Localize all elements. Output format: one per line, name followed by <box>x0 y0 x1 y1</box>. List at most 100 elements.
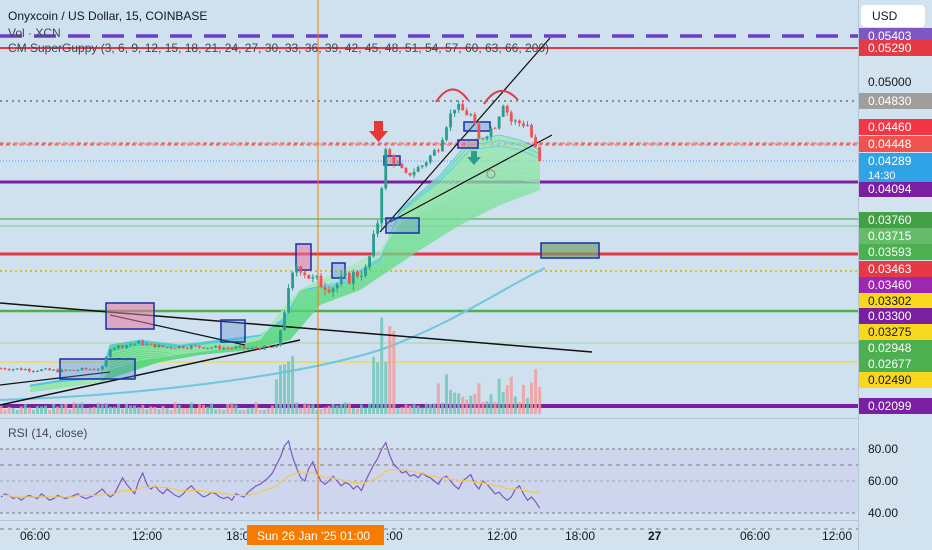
candle-body[interactable] <box>68 369 72 371</box>
candle-body[interactable] <box>275 345 278 348</box>
candle-body[interactable] <box>368 256 371 268</box>
candle-body[interactable] <box>206 347 209 349</box>
candle-body[interactable] <box>64 369 68 371</box>
zone-box-3[interactable] <box>220 319 246 343</box>
candle-body[interactable] <box>530 125 533 138</box>
zone-box-1[interactable] <box>59 358 136 380</box>
candle-body[interactable] <box>311 277 315 279</box>
candle-body[interactable] <box>202 347 205 349</box>
candle-body[interactable] <box>473 114 477 124</box>
candle-body[interactable] <box>412 171 416 176</box>
candle-body[interactable] <box>121 345 124 348</box>
zone-box-2[interactable] <box>105 302 155 330</box>
candle-body[interactable] <box>384 149 388 189</box>
candle-body[interactable] <box>173 347 177 349</box>
trendline-support-0[interactable] <box>0 371 111 386</box>
candle-body[interactable] <box>327 289 331 293</box>
candle-body[interactable] <box>254 347 258 349</box>
candle-body[interactable] <box>108 349 112 357</box>
candle-body[interactable] <box>226 347 230 349</box>
candle-body[interactable] <box>376 223 380 234</box>
candle-body[interactable] <box>331 288 335 293</box>
candle-body[interactable] <box>161 345 165 348</box>
candle-body[interactable] <box>295 266 299 273</box>
candle-body[interactable] <box>457 104 461 110</box>
candle-body[interactable] <box>513 120 517 122</box>
zone-box-5[interactable] <box>331 262 346 279</box>
candle-body[interactable] <box>307 274 311 279</box>
candle-body[interactable] <box>526 125 529 127</box>
candle-body[interactable] <box>169 347 173 349</box>
candle-body[interactable] <box>36 370 39 372</box>
candle-body[interactable] <box>380 188 384 224</box>
candle-body[interactable] <box>165 347 169 349</box>
candle-body[interactable] <box>60 369 64 373</box>
candle-body[interactable] <box>72 369 76 371</box>
candle-body[interactable] <box>84 367 88 370</box>
candle-body[interactable] <box>291 272 294 289</box>
candle-body[interactable] <box>141 340 145 345</box>
candle-body[interactable] <box>518 120 521 124</box>
candle-body[interactable] <box>76 370 80 372</box>
candle-body[interactable] <box>189 345 193 349</box>
candle-body[interactable] <box>461 104 465 111</box>
candle-body[interactable] <box>133 343 137 345</box>
candle-body[interactable] <box>420 165 424 168</box>
candle-body[interactable] <box>27 369 31 372</box>
candle-body[interactable] <box>522 123 525 127</box>
currency-button[interactable]: USD <box>861 5 925 27</box>
candle-body[interactable] <box>319 275 323 288</box>
candle-body[interactable] <box>279 330 282 346</box>
candle-body[interactable] <box>343 272 347 276</box>
candle-body[interactable] <box>137 340 141 344</box>
candle-body[interactable] <box>485 136 489 139</box>
candle-body[interactable] <box>299 266 303 273</box>
candle-body[interactable] <box>469 114 473 116</box>
candle-body[interactable] <box>185 347 189 349</box>
zone-box-target[interactable] <box>540 242 600 259</box>
candle-body[interactable] <box>408 172 412 176</box>
candle-body[interactable] <box>287 288 290 313</box>
candle-body[interactable] <box>437 150 440 152</box>
trendline-channel-lower[interactable] <box>389 134 553 223</box>
candle-body[interactable] <box>497 116 501 129</box>
zone-box-4[interactable] <box>295 243 312 271</box>
candle-body[interactable] <box>303 272 307 275</box>
rsi-line[interactable] <box>0 439 541 509</box>
candle-body[interactable] <box>3 368 7 370</box>
candle-body[interactable] <box>246 348 250 350</box>
candle-body[interactable] <box>157 345 161 348</box>
candle-body[interactable] <box>0 368 3 370</box>
candle-body[interactable] <box>153 343 157 348</box>
trendline-support-1[interactable] <box>0 339 301 406</box>
trendline-resistance[interactable] <box>0 302 593 353</box>
candle-body[interactable] <box>117 345 120 349</box>
candle-body[interactable] <box>19 368 23 371</box>
head-arc-right[interactable] <box>483 90 519 105</box>
candle-body[interactable] <box>11 369 15 371</box>
candle-body[interactable] <box>210 347 213 349</box>
candle-body[interactable] <box>177 346 181 349</box>
candle-body[interactable] <box>449 113 452 128</box>
candle-body[interactable] <box>493 128 497 130</box>
candle-body[interactable] <box>238 346 242 348</box>
candle-body[interactable] <box>445 127 448 140</box>
candle-body[interactable] <box>432 150 436 156</box>
candle-body[interactable] <box>40 369 43 371</box>
candle-body[interactable] <box>222 347 226 349</box>
candle-body[interactable] <box>149 343 153 345</box>
candle-body[interactable] <box>477 123 481 139</box>
candle-body[interactable] <box>234 347 238 349</box>
arrow-down-icon[interactable] <box>369 121 388 142</box>
candle-body[interactable] <box>396 164 400 166</box>
candle-body[interactable] <box>194 345 197 347</box>
head-arc-left[interactable] <box>435 88 469 103</box>
candle-body[interactable] <box>88 369 92 371</box>
candle-body[interactable] <box>104 356 108 367</box>
candle-body[interactable] <box>392 155 396 165</box>
candle-body[interactable] <box>372 233 375 257</box>
candle-body[interactable] <box>80 367 84 371</box>
candle-body[interactable] <box>424 162 428 166</box>
candle-body[interactable] <box>364 267 367 276</box>
